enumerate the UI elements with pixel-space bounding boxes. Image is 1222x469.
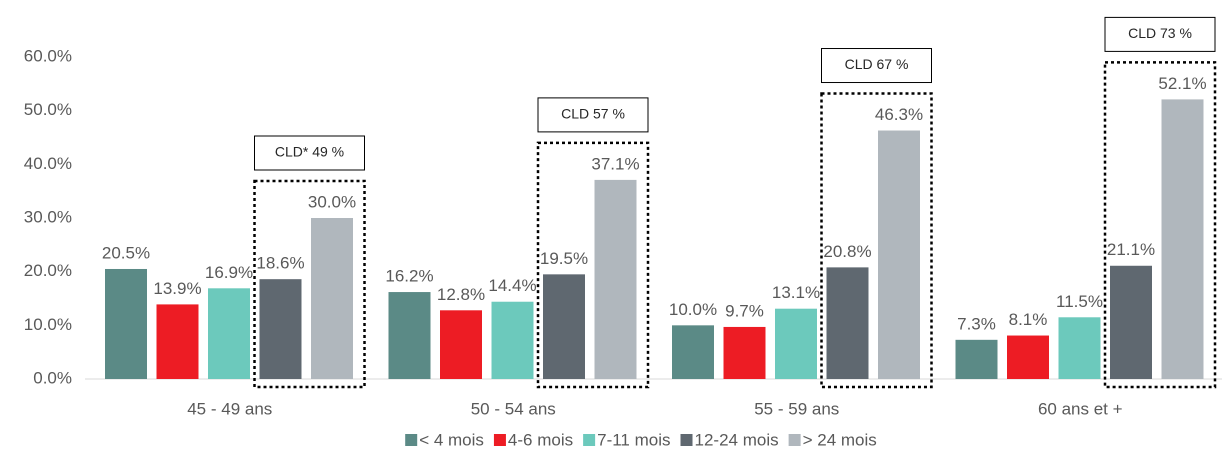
value-label: 21.1% — [1107, 240, 1155, 259]
value-label: 18.6% — [256, 254, 304, 273]
legend-label: 7-11 mois — [597, 430, 670, 449]
highlight-box — [820, 92, 933, 389]
highlight-box — [536, 141, 650, 389]
legend-label: 4-6 mois — [508, 430, 573, 449]
y-tick-label: 20.0% — [24, 261, 72, 280]
annotation-box — [821, 48, 932, 84]
value-label: 16.9% — [205, 263, 253, 282]
value-label: 10.0% — [669, 300, 717, 319]
annotation: CLD 67 % — [845, 56, 909, 72]
bar — [955, 339, 998, 379]
legend-swatch — [680, 434, 693, 446]
annotation: CLD 57 % — [561, 106, 625, 122]
x-tick-label: 45 - 49 ans — [187, 399, 272, 418]
y-tick-label: 10.0% — [24, 315, 72, 334]
legend-label: 12-24 mois — [695, 430, 779, 449]
bar — [440, 310, 482, 379]
value-label: 13.9% — [153, 279, 201, 298]
bar — [1161, 99, 1204, 379]
bar — [1110, 265, 1152, 379]
x-tick-label: 50 - 54 ans — [471, 399, 556, 418]
x-tick-label: 60 ans et + — [1038, 399, 1123, 418]
annotation-box — [254, 135, 365, 171]
highlight-box — [253, 179, 366, 389]
bar — [878, 130, 920, 379]
value-label: 20.8% — [823, 242, 871, 261]
value-label: 37.1% — [591, 154, 639, 173]
value-label: 9.7% — [725, 301, 764, 320]
value-label: 12.8% — [437, 285, 485, 304]
bar — [594, 179, 637, 379]
value-label: 52.1% — [1158, 74, 1206, 93]
value-label: 11.5% — [1056, 292, 1103, 311]
y-tick-label: 30.0% — [24, 207, 72, 226]
legend-swatch — [583, 434, 596, 446]
annotation: CLD* 49 % — [275, 144, 344, 160]
bar — [311, 218, 353, 379]
x-tick-label: 55 - 59 ans — [754, 399, 839, 418]
bar — [672, 325, 714, 379]
y-tick-label: 60.0% — [24, 46, 72, 65]
bar — [1007, 335, 1049, 379]
bar — [543, 274, 585, 379]
bar — [156, 304, 199, 379]
value-label: 46.3% — [875, 105, 923, 124]
bar — [1058, 317, 1101, 379]
annotation-box — [1104, 16, 1216, 52]
bar — [105, 268, 147, 379]
y-tick-label: 50.0% — [24, 100, 72, 119]
value-label: 14.4% — [488, 276, 536, 295]
bar — [723, 326, 766, 379]
legend-label: < 4 mois — [419, 430, 484, 449]
y-tick-label: 40.0% — [24, 154, 72, 173]
value-label: 8.1% — [1009, 310, 1048, 329]
y-tick-label: 0.0% — [33, 368, 72, 387]
bar — [491, 301, 534, 379]
highlight-box — [1103, 61, 1217, 389]
legend-label: > 24 mois — [803, 430, 877, 449]
legend-swatch — [788, 434, 801, 446]
annotation: CLD 73 % — [1128, 25, 1192, 41]
annotation-box — [537, 97, 649, 133]
bar — [388, 292, 431, 379]
value-label: 20.5% — [102, 243, 150, 262]
bar — [775, 308, 817, 379]
value-label: 16.2% — [385, 267, 433, 286]
bar — [259, 279, 302, 379]
value-label: 7.3% — [957, 314, 996, 333]
value-label: 19.5% — [540, 249, 588, 268]
legend-swatch — [405, 434, 418, 446]
value-label: 13.1% — [772, 283, 820, 302]
bar — [826, 267, 869, 379]
legend-swatch — [493, 434, 506, 446]
value-label: 30.0% — [308, 192, 356, 211]
bar — [208, 288, 250, 379]
